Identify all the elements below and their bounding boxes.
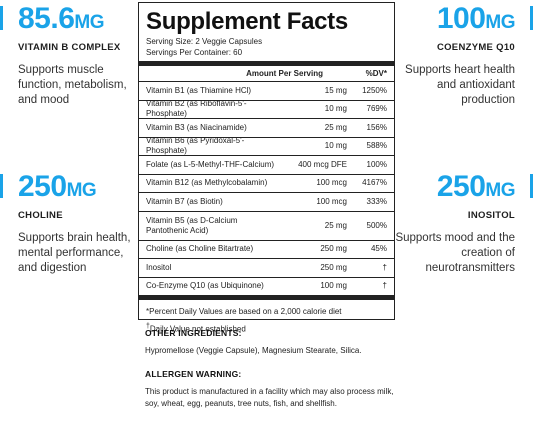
ingredients-section: OTHER INGREDIENTS: Hypromellose (Veggie … (145, 328, 395, 410)
callout-name: COENZYME Q10 (436, 42, 515, 53)
callout-name: INOSITOL (467, 210, 515, 221)
nutrient-name: Vitamin B2 (as Riboflavin-5'-Phosphate) (146, 99, 247, 119)
nutrient-dv: 500% (366, 220, 387, 230)
nutrient-amount: 250 mg (320, 244, 347, 254)
nutrient-name: Vitamin B3 (as Niacinamide) (146, 122, 247, 132)
callout-description: Supports heart health and antioxidant pr… (405, 64, 515, 106)
nutrient-name: Inositol (146, 262, 172, 272)
nutrient-name: Vitamin B12 (as Methylcobalamin) (146, 178, 268, 188)
facts-row: Vitamin B5 (as D-Calcium Pantothenic Acid… (139, 212, 394, 241)
nutrient-dv: 333% (366, 196, 387, 206)
nutrient-name: Vitamin B1 (as Thiamine HCl) (146, 85, 252, 95)
dv-header: %DV* (365, 69, 387, 78)
callout-description: Supports mood and the creation of neurot… (395, 232, 515, 274)
facts-row: Vitamin B7 (as Biotin) 100 mcg 333% (139, 193, 394, 212)
servings-per-container: Servings Per Container: 60 (146, 48, 243, 57)
nutrient-amount: 100 mcg (316, 196, 347, 206)
allergen-warning-text: This product is manufactured in a facili… (145, 387, 394, 408)
serving-size: Serving Size: 2 Veggie Capsules (146, 37, 263, 46)
facts-row: Vitamin B6 (as Pyridoxal-5'-Phosphate) 10… (139, 136, 394, 156)
nutrient-name: Vitamin B7 (as Biotin) (146, 196, 223, 206)
footnote-percent-dv: *Percent Daily Values are based on a 2,0… (146, 307, 342, 316)
facts-row: Inositol 250 mg † (139, 259, 394, 278)
nutrient-dv: † (382, 262, 387, 272)
accent-bar (0, 174, 3, 198)
accent-bar (0, 6, 3, 30)
nutrient-dv: 588% (366, 141, 387, 151)
nutrient-amount: 400 mcg DFE (298, 159, 347, 169)
facts-row: Vitamin B1 (as Thiamine HCl) 15 mg 1250% (139, 82, 394, 101)
callout-amount: 250MG (436, 170, 516, 203)
nutrient-name: Folate (as L-5-Methyl-THF-Calcium) (146, 159, 275, 169)
facts-row: Vitamin B3 (as Niacinamide) 25 mg 156% (139, 119, 394, 138)
nutrient-dv: 156% (366, 122, 387, 132)
callout-description: Supports brain health, mental performanc… (18, 232, 131, 274)
nutrient-dv: † (382, 281, 387, 291)
facts-title: Supplement Facts (146, 8, 348, 35)
nutrient-dv: 45% (370, 244, 387, 254)
choline-callout: 250MG CHOLINE Supports brain health, men… (0, 170, 143, 276)
nutrient-amount: 10 mg (324, 141, 347, 151)
nutrient-name: Vitamin B6 (as Pyridoxal-5'-Phosphate) (146, 136, 245, 156)
facts-row: Choline (as Choline Bitartrate) 250 mg 45% (139, 241, 394, 259)
callout-name: CHOLINE (18, 210, 63, 221)
nutrient-amount: 25 mg (324, 220, 347, 230)
callout-amount: 250MG (18, 170, 97, 203)
nutrient-name: Co-Enzyme Q10 (as Ubiquinone) (146, 281, 264, 291)
callout-description: Supports muscle function, metabolism, an… (18, 64, 127, 106)
facts-row: Vitamin B2 (as Riboflavin-5'-Phosphate) 1… (139, 99, 394, 119)
vitamin-b-complex-callout: 85.6MG VITAMIN B COMPLEX Supports muscle… (0, 2, 143, 108)
nutrient-name: Vitamin B5 (as D-Calcium Pantothenic Acid… (146, 215, 238, 235)
supplement-facts-panel: Supplement Facts Serving Size: 2 Veggie … (138, 2, 395, 334)
nutrient-dv: 100% (366, 159, 387, 169)
amount-per-serving-header: Amount Per Serving (246, 69, 323, 78)
footnote-dagger: †Daily Value not established (146, 323, 246, 334)
accent-bar (530, 174, 533, 198)
callout-name: VITAMIN B COMPLEX (18, 42, 121, 53)
facts-header-row: Amount Per Serving %DV* (139, 66, 394, 82)
nutrient-amount: 250 mg (320, 262, 347, 272)
accent-bar (530, 6, 533, 30)
nutrient-amount: 100 mg (320, 281, 347, 291)
nutrient-amount: 25 mg (324, 122, 347, 132)
nutrient-dv: 4167% (362, 178, 387, 188)
thick-divider (139, 296, 394, 300)
thick-divider (139, 61, 394, 66)
other-ingredients-text: Hypromellose (Veggie Capsule), Magnesium… (145, 346, 362, 355)
facts-row: Vitamin B12 (as Methylcobalamin) 100 mcg 4… (139, 175, 394, 193)
callout-amount: 85.6MG (18, 2, 104, 35)
allergen-warning-heading: ALLERGEN WARNING: (145, 369, 242, 379)
facts-row: Folate (as L-5-Methyl-THF-Calcium) 400 mc… (139, 156, 394, 175)
facts-row: Co-Enzyme Q10 (as Ubiquinone) 100 mg † (139, 278, 394, 296)
nutrient-amount: 15 mg (324, 85, 347, 95)
coenzyme-q10-callout: 100MG COENZYME Q10 Supports heart health… (390, 2, 533, 108)
nutrient-name: Choline (as Choline Bitartrate) (146, 244, 254, 254)
nutrient-amount: 100 mcg (316, 178, 347, 188)
nutrient-amount: 10 mg (324, 104, 347, 114)
other-ingredients-heading: OTHER INGREDIENTS: (145, 328, 242, 338)
inositol-callout: 250MG INOSITOL Supports mood and the cre… (390, 170, 533, 276)
facts-rows: Vitamin B1 (as Thiamine HCl) 15 mg 1250% Vi… (139, 82, 394, 296)
callout-amount: 100MG (436, 2, 516, 35)
nutrient-dv: 1250% (362, 85, 387, 95)
nutrient-dv: 769% (366, 104, 387, 114)
